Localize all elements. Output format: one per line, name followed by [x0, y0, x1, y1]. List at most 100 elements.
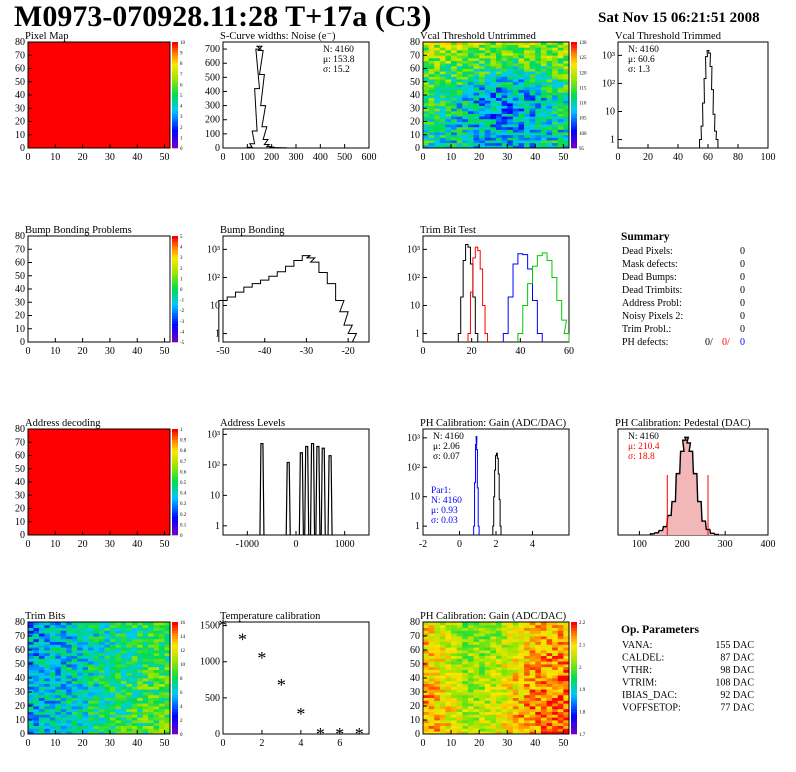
heatmap-cell — [535, 717, 542, 721]
heatmap-cell — [518, 89, 525, 93]
heatmap-cell — [159, 683, 165, 687]
heatmap-cell — [507, 708, 514, 712]
heatmap-cell — [126, 725, 133, 729]
heatmap-cell — [557, 129, 564, 133]
chart-ph-pedestal: PH Calibration: Pedestal (DAC)100 200 300 4… — [615, 418, 776, 550]
heatmap-cell — [456, 76, 463, 80]
colorbar-segment — [172, 126, 178, 130]
heatmap-cell — [159, 706, 165, 710]
heatmap-cell — [82, 728, 89, 732]
heatmap-cell — [546, 678, 553, 682]
heatmap-cell — [529, 661, 536, 665]
heatmap-cell — [552, 717, 559, 721]
heatmap-cell — [434, 630, 441, 634]
heatmap-cell — [159, 711, 165, 715]
heatmap-cell — [546, 706, 553, 710]
heatmap-cell — [159, 661, 165, 665]
heatmap-cell — [529, 692, 536, 696]
heatmap-cell — [563, 731, 570, 735]
timestamp: Sat Nov 15 06:21:51 2008 — [598, 10, 760, 26]
y-tick-label: 10 — [15, 130, 25, 141]
colorbar-segment — [172, 336, 178, 340]
heatmap-cell — [148, 717, 155, 721]
heatmap-cell — [467, 132, 474, 136]
heatmap-cell — [524, 680, 531, 684]
heatmap-cell — [518, 44, 525, 48]
colorbar-segment — [172, 140, 178, 143]
heatmap-cell — [142, 692, 149, 696]
heatmap-cell — [473, 720, 480, 724]
x-tick-label: 400 — [761, 539, 776, 550]
colorbar-segment — [571, 84, 577, 88]
heatmap-cell — [518, 73, 525, 77]
heatmap-cell — [66, 708, 73, 712]
heatmap-cell — [563, 725, 570, 729]
heatmap-cell — [557, 624, 564, 628]
heatmap-cell — [137, 717, 144, 721]
heatmap-cell — [529, 697, 536, 701]
heatmap-cell — [71, 694, 78, 698]
heatmap-cell — [99, 624, 105, 628]
heatmap-cell — [557, 714, 564, 718]
heatmap-cell — [49, 725, 56, 729]
data-point: * — [238, 629, 247, 649]
heatmap-cell — [88, 641, 94, 645]
heatmap-cell — [535, 711, 542, 715]
heatmap-cell — [557, 63, 564, 67]
heatmap-cell — [120, 627, 127, 631]
heatmap-cell — [462, 124, 469, 128]
heatmap-cell — [518, 669, 525, 673]
heatmap-cell — [535, 694, 542, 698]
heatmap-cell — [518, 694, 525, 698]
heatmap-cell — [456, 57, 463, 61]
heatmap-cell — [159, 664, 165, 668]
heatmap-cell — [552, 686, 559, 690]
heatmap-cell — [512, 720, 519, 724]
heatmap-cell — [546, 134, 553, 138]
heatmap-cell — [535, 703, 542, 707]
heatmap-cell — [451, 102, 458, 106]
heatmap-cell — [529, 636, 536, 640]
heatmap-cell — [60, 672, 67, 676]
heatmap-cell — [439, 95, 446, 99]
heatmap-cell — [142, 731, 149, 735]
heatmap-cell — [126, 694, 133, 698]
heatmap-cell — [535, 630, 542, 634]
heatmap-cell — [501, 105, 508, 109]
heatmap-cell — [456, 666, 463, 670]
heatmap-cell — [535, 624, 542, 628]
heatmap-cell — [38, 633, 45, 637]
heatmap-cell — [546, 689, 553, 693]
heatmap-cell — [104, 731, 111, 735]
series-line — [218, 255, 361, 343]
heatmap-cell — [540, 126, 547, 130]
heatmap-cell — [496, 134, 503, 138]
heatmap-cell — [479, 47, 486, 51]
heatmap-cell — [423, 42, 430, 46]
heatmap-cell — [535, 63, 542, 67]
heatmap-cell — [153, 644, 160, 648]
heatmap-cell — [512, 63, 519, 67]
heatmap-cell — [467, 714, 474, 718]
colorbar-segment — [172, 95, 178, 98]
heatmap-cell — [529, 71, 536, 75]
heatmap-cell — [524, 717, 531, 721]
heatmap-cell — [512, 68, 519, 72]
heatmap-cell — [451, 672, 458, 676]
heatmap-cell — [120, 650, 127, 654]
heatmap-cell — [484, 683, 491, 687]
heatmap-cell — [93, 683, 100, 687]
heatmap-cell — [60, 694, 67, 698]
x-tick-label: 40 — [132, 152, 142, 163]
heatmap-cell — [456, 678, 463, 682]
heatmap-cell — [552, 102, 559, 106]
heatmap-cell — [423, 65, 430, 69]
heatmap-cell — [507, 42, 514, 46]
heatmap-cell — [423, 703, 430, 707]
colorbar-segment — [172, 706, 178, 710]
heatmap-cell — [55, 686, 62, 690]
heatmap-cell — [501, 134, 508, 138]
x-tick-label: 20 — [78, 539, 88, 550]
heatmap-cell — [423, 145, 430, 149]
heatmap-cell — [490, 142, 497, 146]
